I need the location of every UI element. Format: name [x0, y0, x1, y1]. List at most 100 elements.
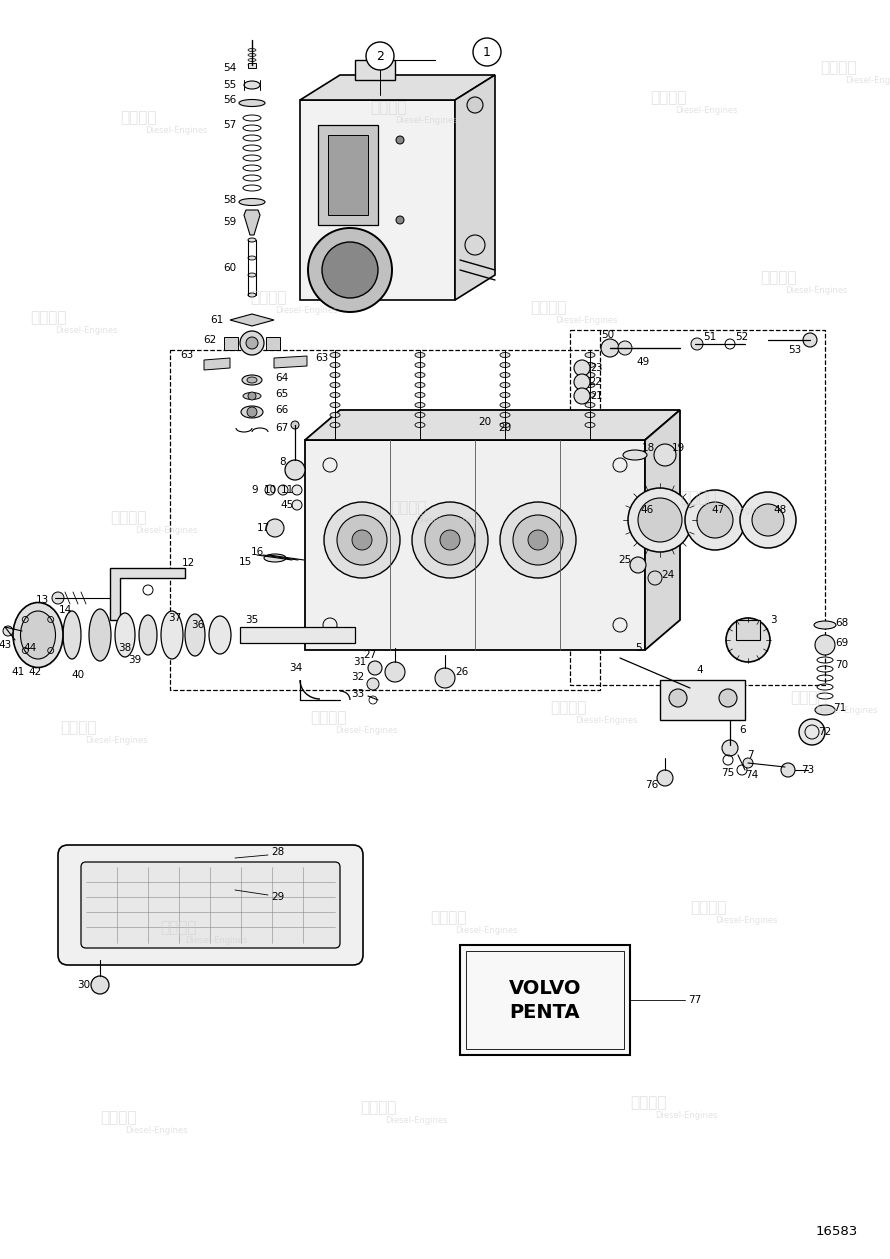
Bar — [248, 63, 256, 68]
Text: 21: 21 — [590, 392, 603, 402]
Text: 紫发动力: 紫发动力 — [160, 920, 197, 935]
Text: Diesel-Engines: Diesel-Engines — [575, 716, 637, 725]
Polygon shape — [266, 337, 280, 350]
Text: 22: 22 — [590, 376, 603, 387]
Ellipse shape — [415, 383, 425, 388]
Text: Diesel-Engines: Diesel-Engines — [145, 126, 207, 135]
Text: Diesel-Engines: Diesel-Engines — [85, 737, 148, 745]
Text: 7: 7 — [747, 750, 753, 760]
Text: Diesel-Engines: Diesel-Engines — [705, 506, 767, 515]
Polygon shape — [660, 680, 745, 720]
Text: 46: 46 — [641, 505, 653, 515]
Polygon shape — [305, 439, 645, 650]
Bar — [466, 951, 624, 1049]
Ellipse shape — [500, 423, 510, 428]
Text: Diesel-Engines: Diesel-Engines — [455, 927, 517, 935]
Circle shape — [248, 392, 256, 400]
Text: 紫发动力: 紫发动力 — [120, 110, 157, 125]
Text: Diesel-Engines: Diesel-Engines — [125, 1126, 188, 1136]
Circle shape — [574, 360, 590, 376]
Circle shape — [740, 492, 796, 548]
Ellipse shape — [415, 423, 425, 428]
Text: 紫发动力: 紫发动力 — [390, 500, 426, 515]
Text: 紫发动力: 紫发动力 — [820, 60, 856, 76]
Circle shape — [528, 530, 548, 550]
Ellipse shape — [20, 611, 55, 658]
Circle shape — [513, 515, 563, 565]
Text: 15: 15 — [239, 556, 252, 567]
Text: 14: 14 — [59, 606, 71, 614]
Bar — [170, 350, 600, 690]
Text: 39: 39 — [128, 655, 142, 665]
Circle shape — [247, 407, 257, 417]
Text: PENTA: PENTA — [510, 1002, 580, 1021]
Bar — [318, 125, 378, 225]
Circle shape — [685, 490, 745, 550]
Text: 69: 69 — [836, 638, 849, 648]
Ellipse shape — [38, 614, 58, 656]
Text: Diesel-Engines: Diesel-Engines — [385, 1115, 448, 1126]
Polygon shape — [455, 76, 495, 300]
Bar — [240, 627, 355, 643]
Text: 9: 9 — [252, 485, 258, 495]
Ellipse shape — [330, 413, 340, 418]
Ellipse shape — [248, 63, 256, 67]
Text: 紫发动力: 紫发动力 — [60, 720, 96, 735]
Text: 紫发动力: 紫发动力 — [310, 710, 346, 725]
Ellipse shape — [585, 403, 595, 408]
Text: 13: 13 — [36, 596, 49, 606]
Text: 26: 26 — [456, 667, 469, 677]
Bar — [355, 60, 395, 81]
Circle shape — [91, 976, 109, 995]
Text: 55: 55 — [223, 81, 237, 89]
Text: 53: 53 — [789, 345, 802, 355]
Text: 61: 61 — [210, 315, 223, 325]
Polygon shape — [230, 313, 274, 326]
Text: 20: 20 — [498, 423, 512, 433]
Text: 64: 64 — [275, 373, 288, 383]
Ellipse shape — [814, 621, 836, 630]
Text: 16: 16 — [250, 546, 263, 556]
Ellipse shape — [330, 423, 340, 428]
Ellipse shape — [209, 616, 231, 653]
Circle shape — [726, 618, 770, 662]
Text: 1: 1 — [483, 45, 491, 58]
Text: Diesel-Engines: Diesel-Engines — [185, 935, 247, 946]
Circle shape — [574, 388, 590, 404]
Ellipse shape — [585, 393, 595, 398]
Text: 25: 25 — [619, 555, 632, 565]
Ellipse shape — [239, 199, 265, 205]
Circle shape — [574, 374, 590, 390]
Text: 51: 51 — [703, 332, 716, 342]
Ellipse shape — [139, 614, 157, 655]
Ellipse shape — [415, 363, 425, 368]
Text: 76: 76 — [645, 781, 659, 789]
Text: 8: 8 — [279, 457, 287, 467]
Ellipse shape — [244, 81, 260, 89]
Circle shape — [654, 444, 676, 466]
Ellipse shape — [585, 353, 595, 358]
Text: Diesel-Engines: Diesel-Engines — [275, 306, 337, 315]
Circle shape — [292, 500, 302, 510]
Text: 43: 43 — [0, 640, 12, 650]
Text: 44: 44 — [23, 643, 36, 653]
Text: 紫发动力: 紫发动力 — [100, 1110, 136, 1126]
Ellipse shape — [248, 53, 256, 57]
Text: 紫发动力: 紫发动力 — [760, 269, 797, 285]
Polygon shape — [110, 568, 185, 619]
Text: 29: 29 — [271, 891, 285, 901]
Text: Diesel-Engines: Diesel-Engines — [785, 286, 847, 295]
Text: 35: 35 — [246, 614, 259, 624]
Circle shape — [425, 515, 475, 565]
Bar — [570, 330, 825, 685]
Circle shape — [669, 689, 687, 708]
Ellipse shape — [415, 393, 425, 398]
Bar — [736, 619, 760, 640]
Circle shape — [352, 530, 372, 550]
Circle shape — [265, 485, 275, 495]
Text: 紫发动力: 紫发动力 — [30, 310, 67, 325]
Ellipse shape — [248, 293, 256, 297]
Circle shape — [691, 337, 703, 350]
Ellipse shape — [415, 353, 425, 358]
Text: Diesel-Engines: Diesel-Engines — [55, 326, 117, 335]
